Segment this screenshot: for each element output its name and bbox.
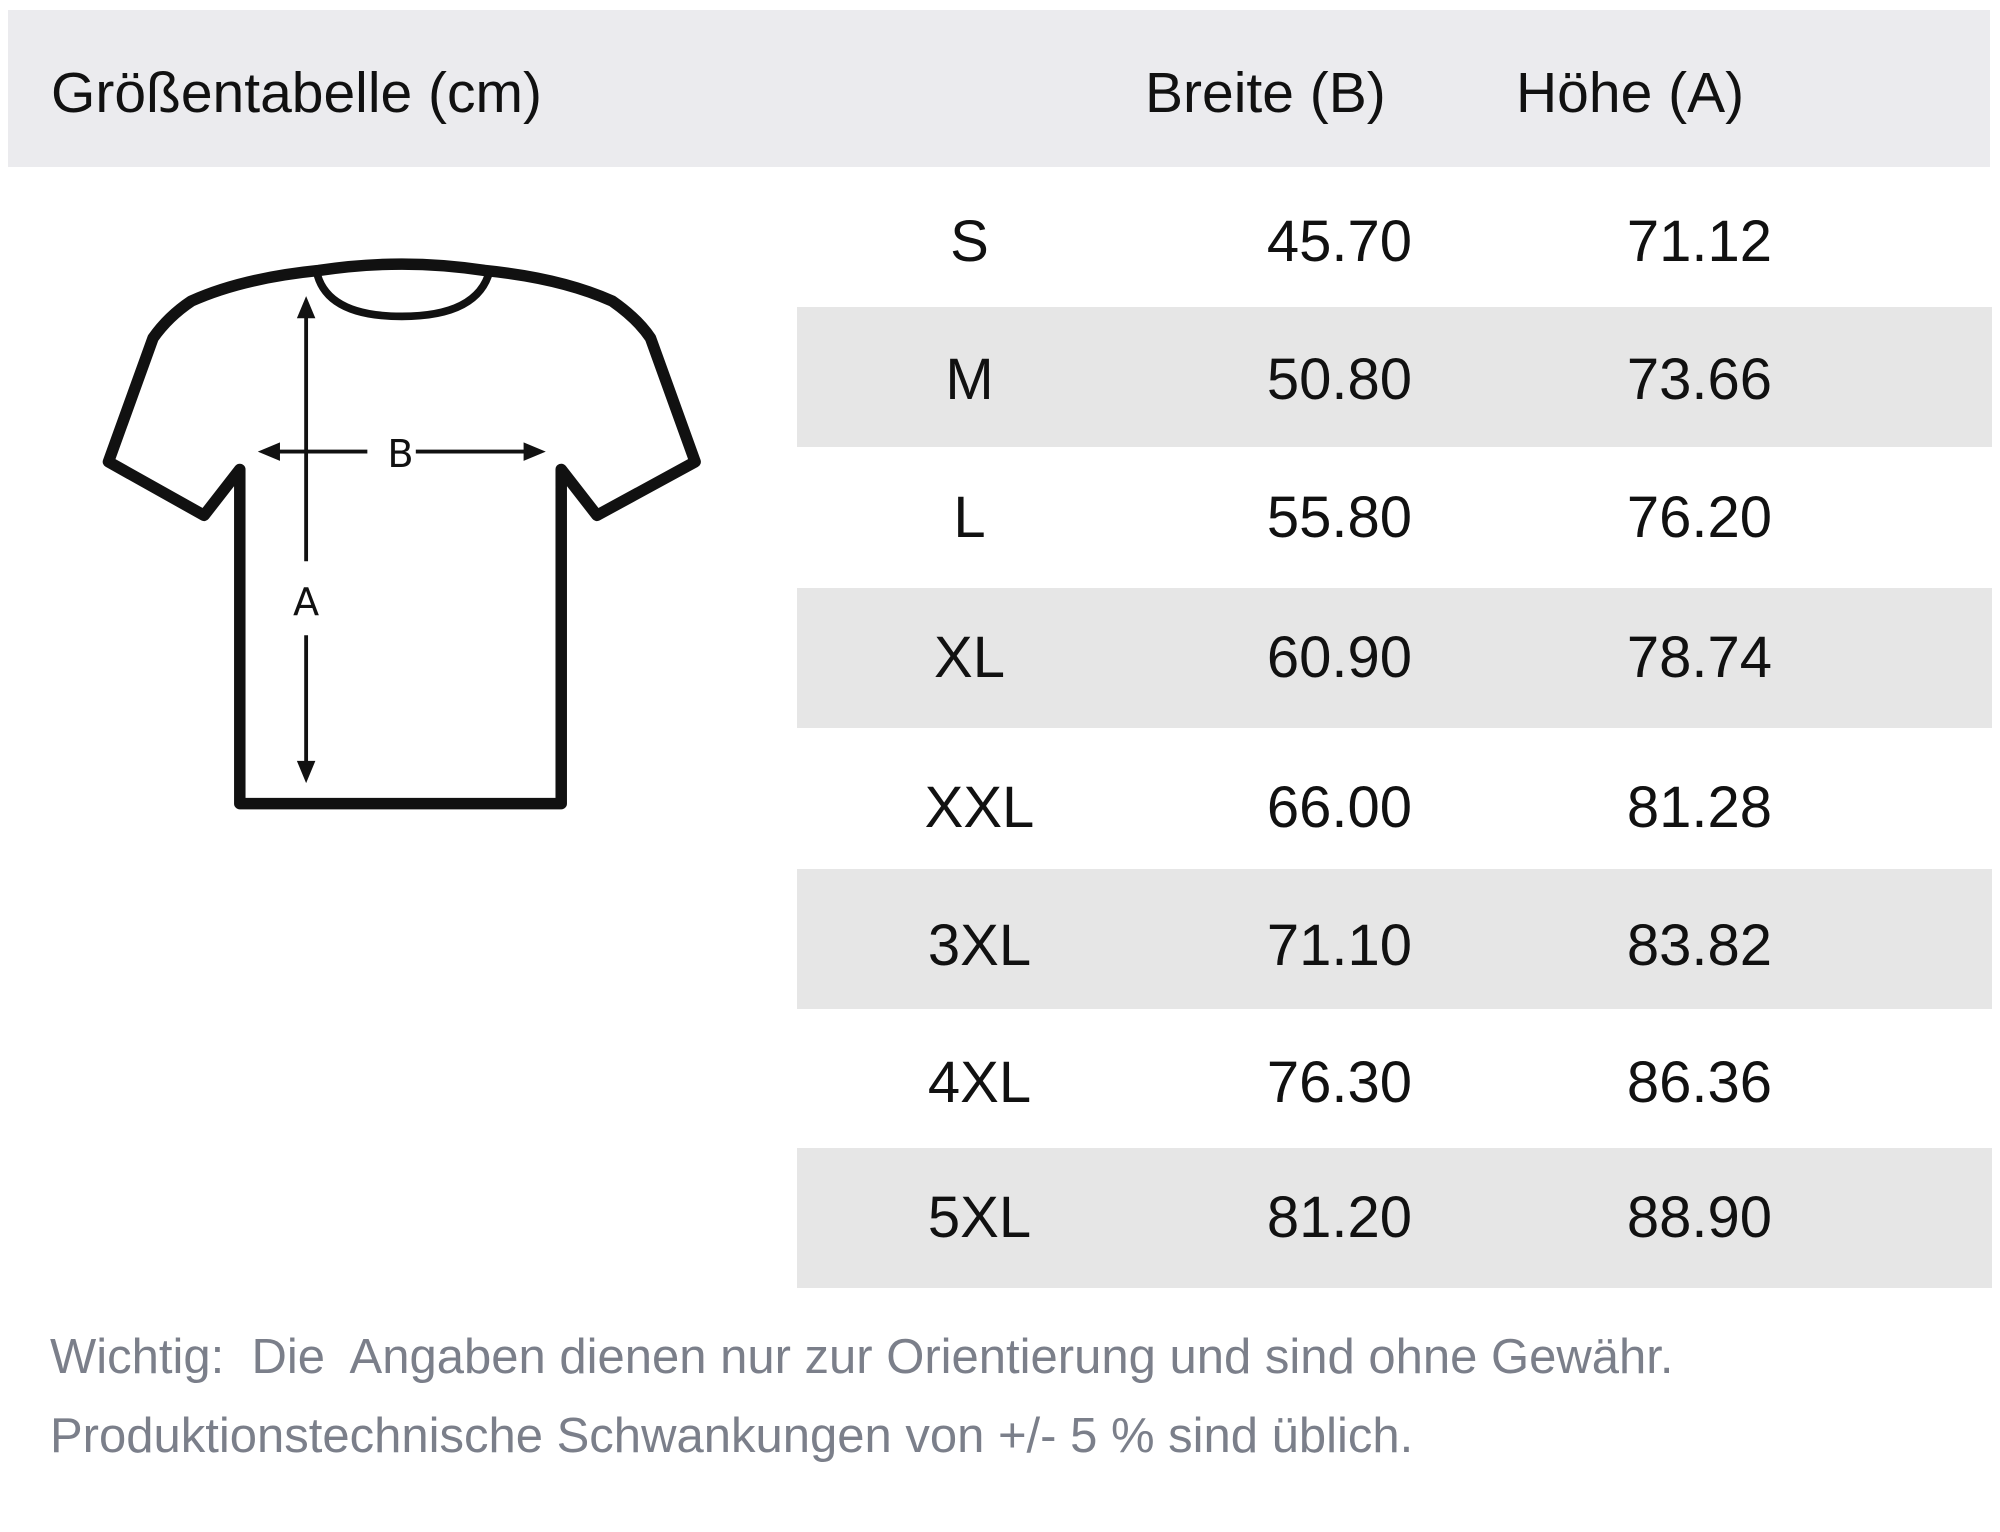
table-row: L 55.80 76.20 (797, 448, 1992, 588)
row-band (797, 307, 1992, 447)
width-cell: 71.10 (1266, 913, 1412, 978)
height-cell: 73.66 (1626, 347, 1772, 412)
size-cell: 4XL (927, 1050, 1032, 1115)
size-cell: S (950, 209, 989, 274)
table-row: XL 60.90 78.74 (797, 588, 1992, 728)
table-row: S 45.70 71.12 (797, 172, 1992, 312)
width-cell: 45.70 (1266, 209, 1412, 274)
column-header-width: Breite (B) (1145, 61, 1386, 125)
size-cell: 5XL (927, 1185, 1032, 1250)
size-cell: M (945, 347, 994, 412)
disclaimer-line-1: Wichtig: Die Angaben dienen nur zur Orie… (50, 1330, 1674, 1384)
size-cell: XXL (924, 775, 1035, 840)
row-band (797, 588, 1992, 728)
disclaimer-line-2: Produktionstechnische Schwankungen von +… (50, 1409, 1414, 1463)
column-header-height: Höhe (A) (1516, 61, 1745, 125)
label-a: A (293, 580, 319, 625)
height-cell: 86.36 (1626, 1050, 1772, 1115)
height-cell: 78.74 (1626, 625, 1772, 690)
height-cell: 83.82 (1626, 913, 1772, 978)
width-cell: 50.80 (1266, 347, 1412, 412)
table-header: Größentabelle (cm) Breite (B) Höhe (A) (8, 10, 1990, 167)
size-cell: L (953, 485, 986, 550)
row-band (797, 1148, 1992, 1288)
table-row: XXL 66.00 81.28 (797, 738, 1992, 878)
height-cell: 71.12 (1626, 209, 1772, 274)
table-row: M 50.80 73.66 (797, 310, 1992, 450)
width-cell: 60.90 (1266, 625, 1412, 690)
width-cell: 66.00 (1266, 775, 1412, 840)
width-cell: 76.30 (1266, 1050, 1412, 1115)
width-cell: 81.20 (1266, 1185, 1412, 1250)
size-cell: XL (934, 625, 1005, 690)
width-cell: 55.80 (1266, 485, 1412, 550)
table-row: 3XL 71.10 83.82 (797, 876, 1992, 1016)
table-row: 4XL 76.30 86.36 (797, 1013, 1992, 1153)
height-cell: 81.28 (1626, 775, 1772, 840)
table-row: 5XL 81.20 88.90 (797, 1148, 1992, 1288)
table-title: Größentabelle (cm) (51, 61, 542, 125)
size-cell: 3XL (927, 913, 1032, 978)
height-cell: 88.90 (1626, 1185, 1772, 1250)
height-cell: 76.20 (1626, 485, 1772, 550)
label-b: B (387, 432, 413, 477)
row-band (797, 869, 1992, 1009)
